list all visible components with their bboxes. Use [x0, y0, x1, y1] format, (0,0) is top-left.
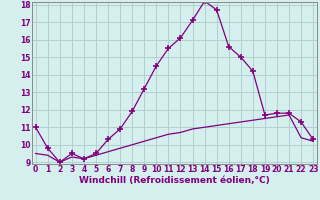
X-axis label: Windchill (Refroidissement éolien,°C): Windchill (Refroidissement éolien,°C): [79, 176, 270, 185]
